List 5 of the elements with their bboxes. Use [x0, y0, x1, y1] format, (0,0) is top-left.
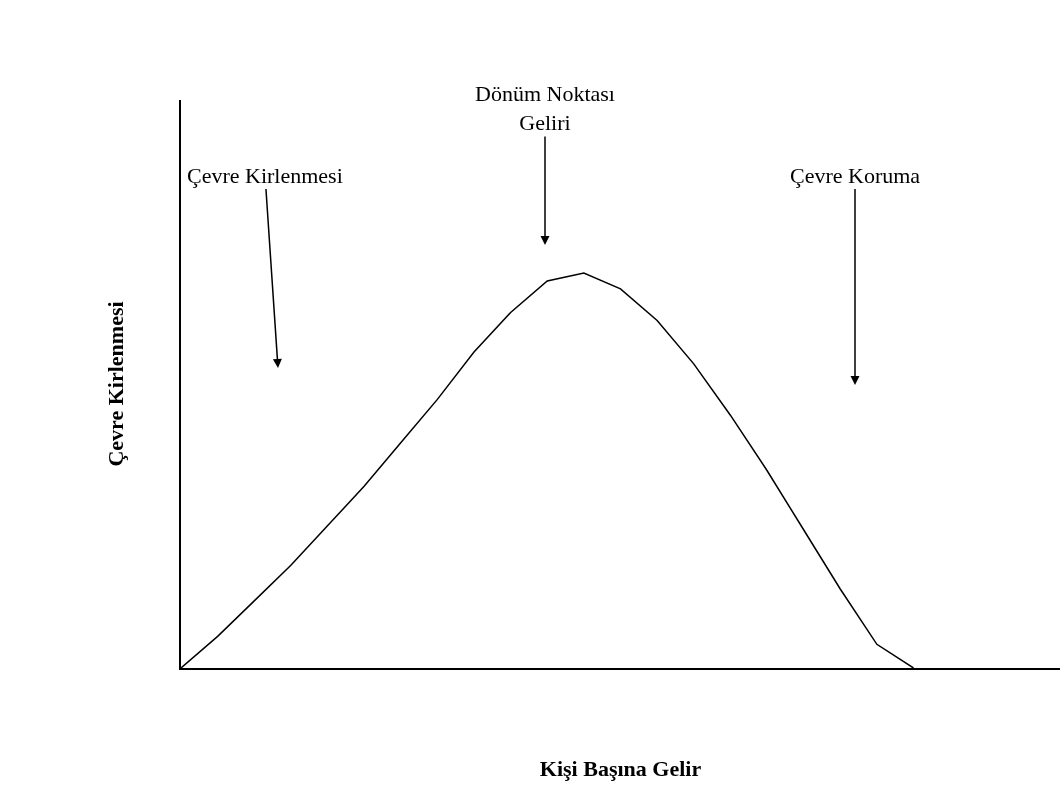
text: Çevre Kirlenmesi — [187, 163, 343, 188]
y-axis-title: Çevre Kirlenmesi — [102, 301, 128, 467]
text: Çevre Koruma — [790, 163, 921, 188]
text: Dönüm Noktası Geliri — [475, 81, 615, 135]
x-axis-title: Kişi Başına Gelir — [539, 756, 702, 782]
